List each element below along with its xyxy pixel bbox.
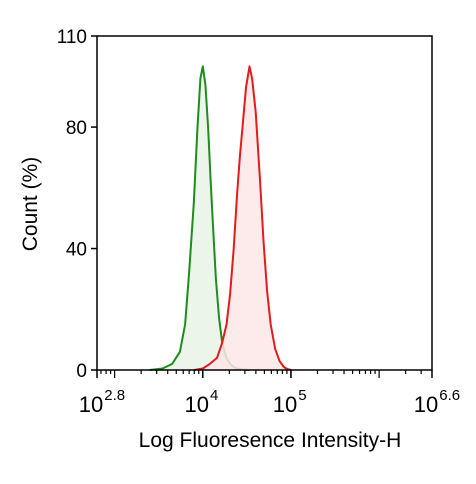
x-tick-label-3: 10 6.6 bbox=[414, 387, 460, 417]
series-1-line bbox=[194, 65, 292, 371]
x-tick-label-2: 10 5 bbox=[273, 387, 307, 417]
x-tick-label-1: 10 4 bbox=[185, 387, 219, 417]
y-tick-label-2: 80 bbox=[66, 118, 87, 139]
y-tick-label-0: 0 bbox=[76, 361, 87, 382]
series-layer bbox=[149, 65, 292, 371]
y-tick-label-1: 40 bbox=[66, 240, 87, 261]
y-axis: 0 40 80 110 bbox=[57, 27, 97, 382]
x-tick-exponent-3: 6.6 bbox=[439, 387, 460, 404]
x-tick-base-2: 10 bbox=[273, 392, 297, 417]
x-tick-base-0: 10 bbox=[79, 392, 103, 417]
series-0-area bbox=[149, 66, 250, 371]
x-axis: 10 2.8 10 4 10 5 10 6.6 bbox=[79, 370, 460, 417]
x-tick-base-1: 10 bbox=[185, 392, 209, 417]
y-axis-title: Count (%) bbox=[19, 157, 42, 252]
x-tick-exponent-1: 4 bbox=[210, 387, 218, 404]
x-tick-label-0: 10 2.8 bbox=[79, 387, 125, 417]
y-tick-label-3: 110 bbox=[57, 27, 87, 48]
x-tick-exponent-0: 2.8 bbox=[104, 387, 125, 404]
x-tick-base-3: 10 bbox=[414, 392, 438, 417]
x-axis-title: Log Fluoresence Intensity-H bbox=[139, 429, 402, 452]
x-tick-exponent-2: 5 bbox=[298, 387, 306, 404]
